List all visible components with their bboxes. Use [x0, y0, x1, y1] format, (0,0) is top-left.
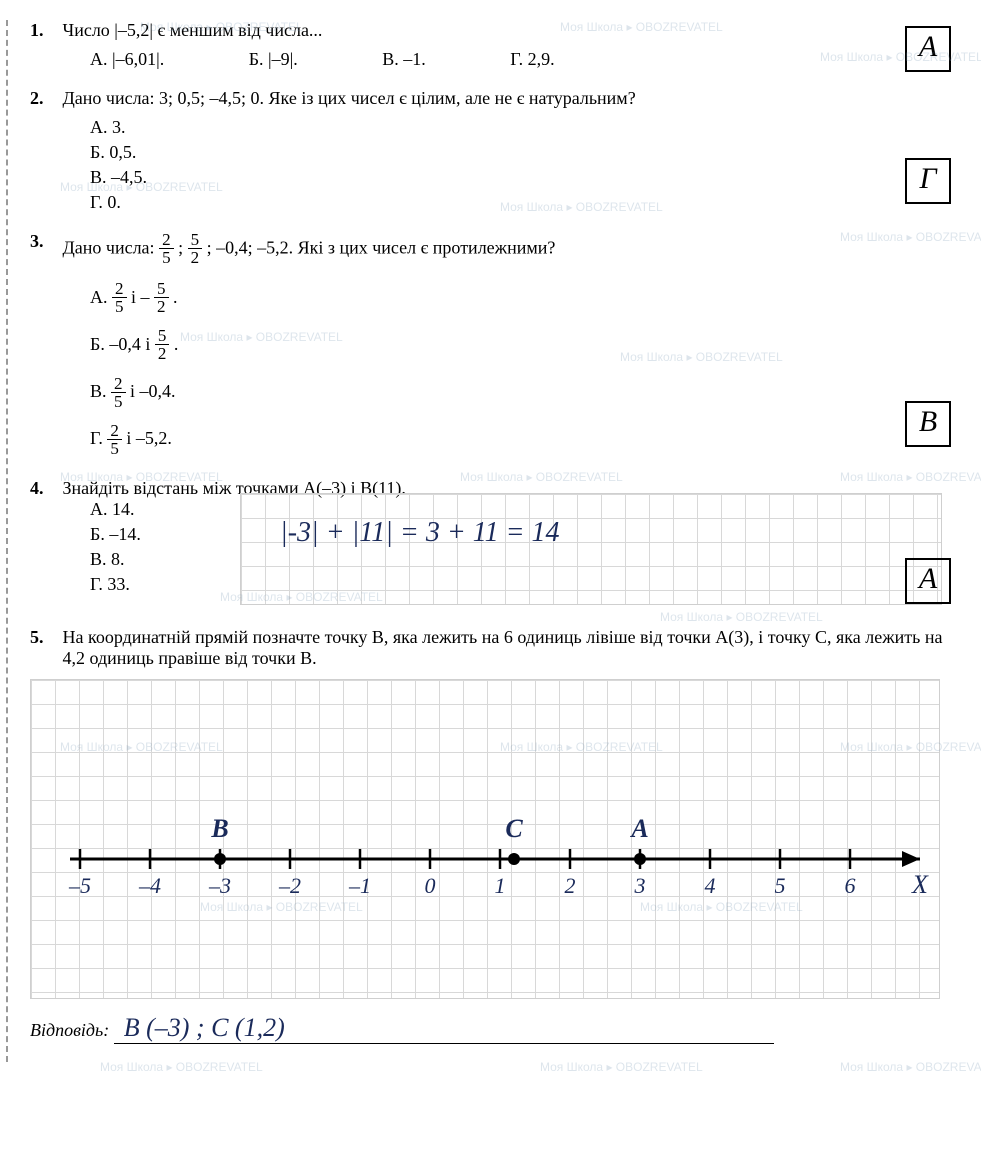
svg-text:X: X	[911, 870, 929, 899]
svg-text:1: 1	[495, 873, 506, 898]
svg-text:0: 0	[425, 873, 436, 898]
svg-text:–3: –3	[208, 873, 231, 898]
q4-handwritten-calc: |-3| + |11| = 3 + 11 = 14	[280, 517, 560, 549]
q3-sep1: ;	[178, 237, 188, 257]
svg-text:–4: –4	[138, 873, 161, 898]
svg-text:–1: –1	[348, 873, 371, 898]
q5-numberline: X –5 –4 –3 –2 –1 0 1 2 3 4 5 6 B C A	[30, 679, 940, 999]
q3-frac2: 52	[188, 231, 203, 268]
watermark: Моя Школа ▸ OBOZREVATEL	[840, 1060, 981, 1074]
q2-answer-box: Г	[905, 158, 951, 204]
svg-text:2: 2	[565, 873, 576, 898]
svg-text:6: 6	[845, 873, 856, 898]
q1-answer-box: А	[905, 26, 951, 72]
watermark: Моя Школа ▸ OBOZREVATEL	[540, 1060, 703, 1074]
q4-opt-a: А. 14.	[90, 499, 141, 520]
q2-number: 2.	[30, 88, 58, 109]
q1-opt-a: А. |–6,01|.	[90, 49, 164, 70]
q3-opt-d: Г. 25 і –5,2.	[90, 417, 961, 460]
q1-text: Число |–5,2| є меншим від числа...	[63, 20, 883, 41]
q2-opt-a: А. 3.	[90, 117, 961, 138]
q3-text: Дано числа: 25 ; 52 ; –0,4; –5,2. Які з …	[63, 231, 883, 268]
q5-answer-line: Відповідь: B (–3) ; C (1,2)	[30, 1013, 961, 1044]
q5-answer-value: B (–3) ; C (1,2)	[114, 1013, 774, 1044]
q3-answer-box: В	[905, 401, 951, 447]
q1-opt-d: Г. 2,9.	[510, 49, 554, 70]
q2-text: Дано числа: 3; 0,5; –4,5; 0. Яке із цих …	[63, 88, 883, 109]
question-5: 5. На координатній прямій позначте точку…	[30, 627, 961, 1044]
svg-text:–5: –5	[68, 873, 91, 898]
q4-answer-box: А	[905, 558, 951, 604]
q1-opt-b: Б. |–9|.	[249, 49, 298, 70]
q5-number: 5.	[30, 627, 58, 648]
watermark: Моя Школа ▸ OBOZREVATEL	[660, 610, 823, 624]
watermark: Моя Школа ▸ OBOZREVATEL	[100, 1060, 263, 1074]
question-1: 1. Число |–5,2| є меншим від числа... А.…	[30, 20, 961, 70]
q1-number: 1.	[30, 20, 58, 41]
q4-grid	[240, 493, 942, 605]
svg-text:–2: –2	[278, 873, 301, 898]
question-2: 2. Дано числа: 3; 0,5; –4,5; 0. Яке із ц…	[30, 88, 961, 213]
q1-options: А. |–6,01|. Б. |–9|. В. –1. Г. 2,9.	[90, 49, 961, 70]
svg-text:3: 3	[634, 873, 646, 898]
page-left-margin	[6, 20, 8, 1062]
q1-opt-c: В. –1.	[382, 49, 426, 70]
q3-text-suffix: ; –0,4; –5,2. Які з цих чисел є протилеж…	[207, 237, 556, 257]
q2-opt-c: В. –4,5.	[90, 167, 961, 188]
q3-text-prefix: Дано числа:	[63, 237, 160, 257]
question-3: 3. Дано числа: 25 ; 52 ; –0,4; –5,2. Які…	[30, 231, 961, 460]
q4-opt-c: В. 8.	[90, 549, 141, 570]
q5-answer-label: Відповідь:	[30, 1020, 109, 1040]
q3-opt-c: В. 25 і –0,4.	[90, 370, 961, 413]
q4-number: 4.	[30, 478, 58, 499]
q3-number: 3.	[30, 231, 58, 252]
q4-work-area: А. 14. Б. –14. В. 8. Г. 33. |-3| + |11| …	[90, 499, 961, 609]
svg-text:B: B	[210, 814, 228, 843]
q3-frac1: 25	[159, 231, 174, 268]
q3-opt-b: Б. –0,4 і 52 .	[90, 323, 961, 366]
q2-opt-b: Б. 0,5.	[90, 142, 961, 163]
q2-opt-d: Г. 0.	[90, 192, 961, 213]
q4-opt-d: Г. 33.	[90, 574, 141, 595]
svg-text:A: A	[629, 814, 648, 843]
q4-options: А. 14. Б. –14. В. 8. Г. 33.	[90, 499, 141, 599]
svg-text:5: 5	[775, 873, 786, 898]
svg-text:4: 4	[705, 873, 716, 898]
q4-opt-b: Б. –14.	[90, 524, 141, 545]
q3-options: А. 25 і – 52 . Б. –0,4 і 52 . В. 25 і –0…	[90, 276, 961, 461]
q2-options: А. 3. Б. 0,5. В. –4,5. Г. 0.	[90, 117, 961, 213]
q5-work-area: X –5 –4 –3 –2 –1 0 1 2 3 4 5 6 B C A	[30, 679, 940, 999]
svg-text:C: C	[505, 814, 523, 843]
q5-text: На координатній прямій позначте точку B,…	[63, 627, 943, 669]
q3-opt-a: А. 25 і – 52 .	[90, 276, 961, 319]
question-4: 4. Знайдіть відстань між точками A(–3) і…	[30, 478, 961, 609]
